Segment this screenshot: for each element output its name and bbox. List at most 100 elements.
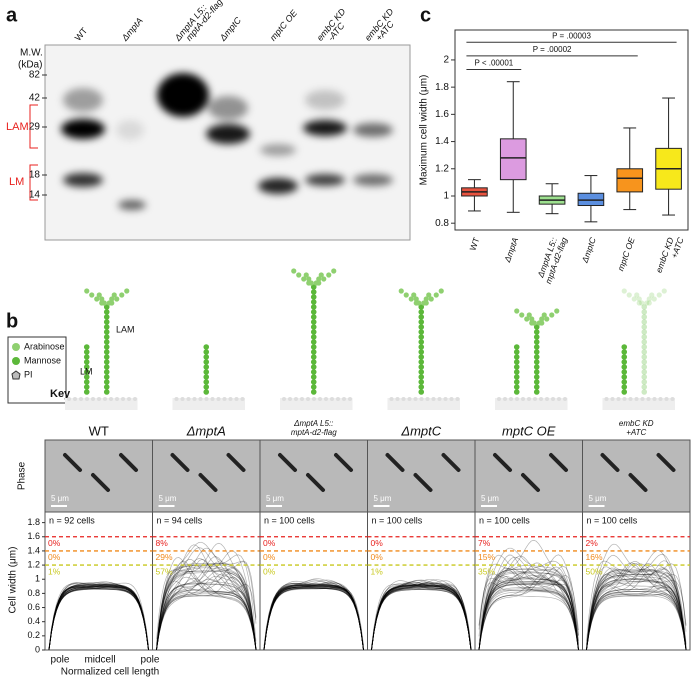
cell-trace	[478, 580, 579, 651]
sugar	[634, 292, 640, 298]
cell-trace	[263, 587, 364, 651]
key-label: Mannose	[24, 355, 61, 365]
cell-trace	[156, 580, 257, 651]
strain-label: mptA-d2-flag	[291, 428, 337, 437]
cell-trace	[156, 576, 257, 651]
sugar	[533, 359, 540, 365]
lipid-head	[73, 397, 77, 401]
x-tick-label: midcell	[84, 655, 115, 666]
sugar	[310, 339, 317, 345]
lipid-head	[437, 397, 442, 401]
sugar	[326, 272, 332, 278]
sugar	[418, 389, 425, 395]
cell-trace	[586, 543, 687, 651]
cell-trace	[263, 583, 364, 651]
lipid-head	[204, 397, 209, 401]
cell-trace	[586, 584, 687, 651]
cell-trace	[156, 547, 257, 651]
cell-trace	[586, 569, 687, 651]
strain-label: WT	[89, 423, 109, 438]
cell-trace	[263, 584, 364, 651]
cell-trace	[48, 585, 149, 651]
cell-trace	[371, 583, 472, 651]
y-tick-label: 0.2	[27, 630, 40, 640]
cell-trace	[478, 564, 579, 651]
cell-trace	[371, 588, 472, 651]
cell-trace	[371, 589, 472, 651]
sugar	[310, 354, 317, 360]
key-label: PI	[24, 369, 33, 379]
cell-trace	[156, 569, 257, 651]
cell-trace	[478, 573, 579, 651]
profile-frame	[259, 511, 368, 651]
cell-trace	[586, 562, 687, 651]
key-swatch	[12, 357, 20, 365]
cell-trace	[478, 583, 579, 651]
cell-count: n = 92 cells	[49, 515, 95, 525]
cell-trace	[371, 582, 472, 651]
cell-trace	[48, 583, 149, 651]
lipid-head	[533, 397, 537, 401]
cell-trace	[371, 581, 472, 651]
cell-trace	[478, 594, 579, 651]
sugar	[310, 324, 317, 330]
cell-trace	[48, 588, 149, 651]
cell-trace	[478, 578, 579, 651]
cell-trace	[478, 562, 579, 651]
sugar	[641, 314, 648, 320]
cell-trace	[156, 558, 257, 651]
sugar	[554, 308, 560, 314]
sugar	[531, 320, 537, 326]
membrane	[387, 398, 460, 410]
cell-trace	[371, 585, 472, 651]
cell-trace	[263, 587, 364, 651]
lipid-head	[527, 397, 531, 401]
sugar	[533, 389, 540, 395]
lipid-head	[180, 397, 185, 401]
sugar	[316, 276, 322, 282]
cell-trace	[156, 559, 257, 651]
phase-image	[259, 439, 368, 513]
sugar	[418, 339, 425, 345]
sugar	[621, 374, 628, 380]
x-tick-label: WT	[467, 236, 481, 252]
cell-trace	[263, 588, 364, 651]
sugar	[310, 284, 317, 290]
lane-label: ΔmptC	[217, 15, 243, 44]
cell	[413, 473, 433, 492]
cell-trace	[586, 567, 687, 651]
cell-trace	[586, 567, 687, 651]
cell-trace	[478, 570, 579, 651]
cell-trace	[263, 586, 364, 651]
cell-trace	[48, 584, 149, 651]
cell-trace	[586, 553, 687, 651]
cell-trace	[586, 563, 687, 651]
cell-trace	[586, 585, 687, 651]
lipid-head	[449, 397, 454, 401]
lipid-head	[419, 397, 424, 401]
lipid-head	[389, 397, 394, 401]
sugar	[119, 292, 125, 298]
lane-label: WT	[73, 25, 90, 43]
cell-trace	[263, 581, 364, 651]
phase-image	[582, 439, 691, 513]
lipid-head	[348, 397, 352, 401]
sugar	[310, 304, 317, 310]
panel-label: b	[6, 310, 18, 332]
cell-trace	[156, 564, 257, 651]
cell	[278, 453, 297, 472]
cell-trace	[263, 587, 364, 651]
cell-trace	[48, 585, 149, 651]
x-tick-label: pole	[51, 655, 70, 666]
sugar	[641, 389, 648, 395]
sugar	[533, 369, 540, 375]
lipid-head	[634, 397, 639, 401]
sugar	[418, 324, 425, 330]
lipid-head	[401, 397, 406, 401]
sugar	[649, 292, 655, 298]
percent-label: 16%	[586, 552, 603, 562]
sugar	[641, 369, 648, 375]
cell-trace	[156, 563, 257, 651]
cell-trace	[478, 554, 579, 651]
cell-trace	[586, 563, 687, 651]
